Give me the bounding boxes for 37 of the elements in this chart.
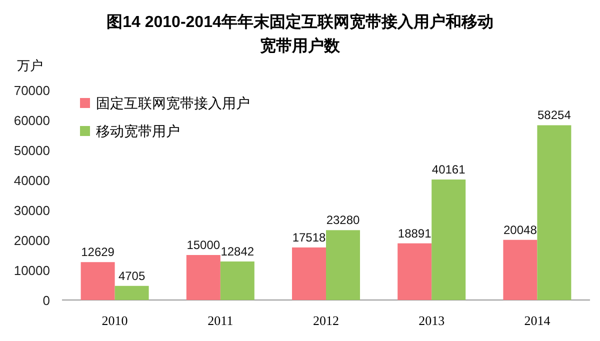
data-label: 18891 bbox=[398, 226, 432, 240]
data-label: 15000 bbox=[186, 238, 220, 252]
bar bbox=[398, 243, 432, 300]
legend-label: 移动宽带用户 bbox=[96, 123, 180, 139]
data-label: 12842 bbox=[220, 244, 254, 258]
bar bbox=[432, 180, 466, 300]
bar bbox=[186, 255, 220, 300]
bar bbox=[503, 240, 538, 300]
data-label: 23280 bbox=[326, 213, 360, 228]
data-label: 58254 bbox=[538, 108, 572, 122]
x-tick-label: 2012 bbox=[313, 313, 339, 328]
y-tick-label: 50000 bbox=[14, 143, 50, 158]
chart-title: 图14 2010-2014年年末固定互联网宽带接入用户和移动宽带用户数 bbox=[106, 12, 494, 55]
y-tick-label: 20000 bbox=[14, 233, 50, 248]
data-label: 20048 bbox=[504, 222, 538, 237]
x-tick-label: 2010 bbox=[102, 313, 128, 328]
bar bbox=[537, 125, 572, 300]
data-label: 17518 bbox=[292, 230, 326, 244]
data-label: 12629 bbox=[81, 245, 115, 260]
data-label: 4705 bbox=[118, 268, 146, 283]
bar bbox=[220, 261, 254, 300]
x-tick-label: 2013 bbox=[418, 313, 445, 328]
x-tick-label: 2011 bbox=[208, 313, 234, 328]
y-tick-label: 30000 bbox=[14, 203, 50, 218]
x-tick-label: 2014 bbox=[524, 313, 551, 328]
legend-label: 固定互联网宽带接入用户 bbox=[96, 95, 250, 111]
bar bbox=[114, 286, 149, 300]
y-axis-title: 万户 bbox=[17, 58, 43, 73]
y-tick-label: 40000 bbox=[14, 173, 50, 188]
y-tick-label: 10000 bbox=[14, 263, 50, 278]
y-tick-label: 0 bbox=[42, 293, 50, 308]
y-tick-label: 60000 bbox=[14, 113, 50, 128]
data-label: 40161 bbox=[432, 162, 466, 177]
bar bbox=[292, 247, 326, 300]
bar bbox=[80, 262, 115, 300]
bar bbox=[326, 230, 360, 300]
y-tick-label: 70000 bbox=[14, 83, 50, 98]
